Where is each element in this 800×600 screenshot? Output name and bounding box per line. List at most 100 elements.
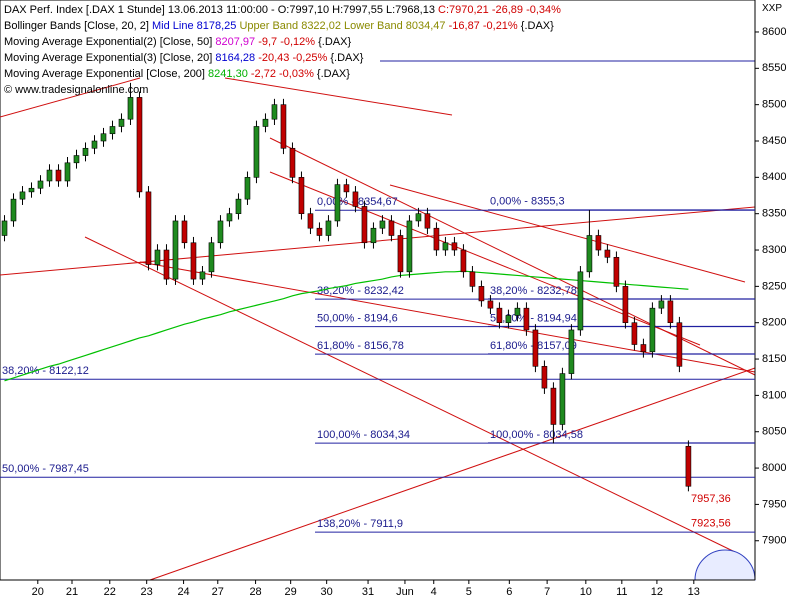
fib-label: 38,20% - 8232,78 bbox=[490, 285, 577, 297]
candle-body bbox=[19, 191, 26, 200]
x-tick-label: 31 bbox=[362, 586, 374, 598]
x-tick-label: 10 bbox=[580, 586, 592, 598]
legend-line: Moving Average Exponential(3) [Close, 20… bbox=[4, 50, 561, 66]
y-tick-label: 8050 bbox=[762, 426, 786, 438]
price-annotation: 7957,36 bbox=[691, 493, 731, 505]
candle-body bbox=[190, 242, 197, 280]
trend-line bbox=[0, 77, 141, 118]
y-tick-label: 8300 bbox=[762, 244, 786, 256]
candle-body bbox=[136, 97, 143, 193]
legend-text: Moving Average Exponential(2) [Close, 50… bbox=[4, 36, 216, 48]
candle-body bbox=[550, 387, 557, 425]
x-tick-label: 12 bbox=[651, 586, 663, 598]
candle-body bbox=[199, 271, 206, 280]
candle-body bbox=[424, 213, 431, 229]
candle-body bbox=[388, 220, 395, 236]
candle-body bbox=[496, 307, 503, 324]
trend-line bbox=[84, 236, 736, 553]
candle-body bbox=[415, 213, 422, 222]
candle-body bbox=[514, 307, 521, 316]
candle-body bbox=[577, 271, 584, 331]
fib-label: 100,00% - 8034,58 bbox=[490, 429, 583, 441]
x-tick-label: 27 bbox=[212, 586, 224, 598]
candle-body bbox=[235, 198, 242, 214]
legend-text: -20,43 -0,25% bbox=[258, 52, 331, 64]
candle-body bbox=[613, 256, 620, 287]
candle-body bbox=[64, 162, 71, 182]
fib-label: 50,00% - 8194,94 bbox=[490, 312, 577, 324]
candle-body bbox=[352, 191, 359, 207]
y-tick-label: 8550 bbox=[762, 62, 786, 74]
corner-circle bbox=[694, 549, 756, 581]
x-tick-label: 13 bbox=[688, 586, 700, 598]
candle-body bbox=[487, 300, 494, 309]
candle-body bbox=[379, 220, 386, 229]
fib-label: 0,00% - 8355,3 bbox=[490, 196, 565, 208]
trend-line bbox=[149, 367, 756, 581]
candle-body bbox=[595, 235, 602, 251]
legend-text: -2,72 -0,03% bbox=[250, 68, 317, 80]
candle-body bbox=[145, 191, 152, 265]
candle-body bbox=[181, 220, 188, 244]
x-tick-label: 29 bbox=[285, 586, 297, 598]
legend-text: {.DAX} bbox=[318, 36, 352, 48]
y-tick-label: 8000 bbox=[762, 462, 786, 474]
candle-body bbox=[73, 155, 80, 164]
candle-body bbox=[640, 344, 647, 353]
y-tick-label: 8500 bbox=[762, 99, 786, 111]
candle-body bbox=[505, 315, 512, 324]
y-tick-label: 8150 bbox=[762, 353, 786, 365]
legend-text: DAX Perf. Index [.DAX 1 Stunde] 13.06.20… bbox=[4, 4, 438, 16]
y-tick-label: 8400 bbox=[762, 171, 786, 183]
legend-line: Moving Average Exponential [Close, 200] … bbox=[4, 66, 561, 82]
x-tick-label: 24 bbox=[177, 586, 189, 598]
candle-body bbox=[307, 213, 314, 229]
candle-body bbox=[397, 235, 404, 273]
candle-body bbox=[532, 329, 539, 367]
fib-label: 50,00% - 8194,6 bbox=[317, 313, 398, 325]
candle-body bbox=[46, 169, 53, 182]
candle-body bbox=[10, 198, 17, 222]
candle-body bbox=[298, 177, 305, 214]
y-tick-label: 8100 bbox=[762, 389, 786, 401]
trend-line bbox=[0, 206, 756, 276]
legend-text: Moving Average Exponential(3) [Close, 20… bbox=[4, 52, 216, 64]
candle-body bbox=[280, 104, 287, 149]
candle-body bbox=[667, 300, 674, 324]
legend-text: 8241,30 bbox=[208, 68, 251, 80]
y-tick-label: 8600 bbox=[762, 26, 786, 38]
legend-text: 8164,28 bbox=[215, 52, 259, 64]
candle-body bbox=[361, 206, 368, 244]
candle-body bbox=[289, 147, 296, 178]
legend-text: Bollinger Bands [Close, 20, 2] bbox=[4, 20, 152, 32]
candle-body bbox=[658, 300, 665, 309]
corner-label: XXP bbox=[762, 3, 783, 14]
legend-text: Moving Average Exponential [Close, 200] bbox=[4, 68, 209, 80]
legend-line: © www.tradesignalonline.com bbox=[4, 82, 561, 98]
candle-body bbox=[568, 329, 575, 374]
fib-label: 50,00% - 7987,45 bbox=[2, 463, 89, 475]
candle-body bbox=[55, 169, 62, 182]
y-tick-label: 8450 bbox=[762, 135, 786, 147]
legend-text: {.DAX} bbox=[520, 20, 554, 32]
candle-body bbox=[325, 220, 332, 236]
y-tick-label: 7900 bbox=[762, 535, 786, 547]
candle-body bbox=[469, 271, 476, 287]
legend-text: 8207,97 bbox=[215, 36, 259, 48]
fib-label: 61,80% - 8156,78 bbox=[317, 340, 404, 352]
candle-body bbox=[334, 184, 341, 222]
legend-text: Mid Line 8178,25 bbox=[151, 20, 240, 32]
candle-body bbox=[316, 227, 323, 236]
trend-line bbox=[224, 77, 453, 116]
x-tick-label: 23 bbox=[141, 586, 153, 598]
candle-body bbox=[451, 242, 458, 251]
candle-body bbox=[109, 126, 116, 135]
y-tick-label: 8250 bbox=[762, 280, 786, 292]
candle-body bbox=[217, 220, 224, 244]
x-tick-label: 6 bbox=[506, 586, 512, 598]
candle-body bbox=[127, 97, 134, 120]
x-tick-label: 28 bbox=[249, 586, 261, 598]
x-tick-label: 22 bbox=[104, 586, 116, 598]
plot-area bbox=[0, 0, 756, 581]
